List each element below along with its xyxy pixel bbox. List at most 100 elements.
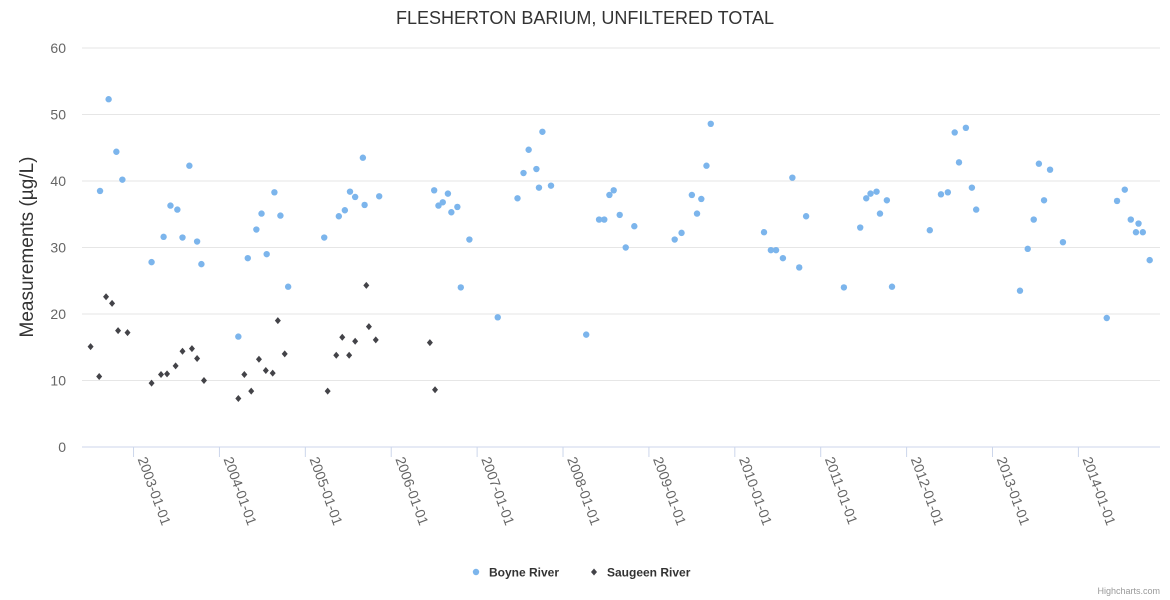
data-point[interactable] — [1146, 256, 1153, 264]
data-point[interactable] — [148, 258, 155, 266]
data-point[interactable] — [583, 331, 590, 338]
data-point[interactable] — [466, 236, 473, 243]
data-point[interactable] — [1121, 186, 1128, 193]
data-point[interactable] — [321, 234, 328, 241]
data-point[interactable] — [109, 299, 116, 307]
data-point[interactable] — [693, 210, 701, 217]
data-point[interactable] — [1035, 160, 1043, 167]
data-point[interactable] — [346, 351, 353, 359]
data-point[interactable] — [167, 202, 174, 209]
data-point[interactable] — [767, 246, 775, 254]
data-point[interactable] — [840, 284, 848, 291]
data-point[interactable] — [595, 216, 603, 223]
data-point[interactable] — [772, 246, 780, 254]
data-point[interactable] — [333, 351, 340, 359]
data-point[interactable] — [616, 211, 623, 219]
data-point[interactable] — [535, 184, 543, 191]
data-point[interactable] — [444, 190, 452, 197]
data-point[interactable] — [606, 191, 613, 199]
data-point[interactable] — [335, 213, 343, 220]
data-point[interactable] — [494, 314, 501, 321]
data-point[interactable] — [174, 206, 181, 213]
data-point[interactable] — [631, 223, 638, 230]
data-point[interactable] — [926, 227, 933, 234]
data-point[interactable] — [341, 207, 349, 214]
data-point[interactable] — [1113, 197, 1121, 205]
data-point[interactable] — [937, 191, 945, 198]
data-point[interactable] — [359, 154, 367, 161]
data-point[interactable] — [955, 159, 963, 166]
data-point[interactable] — [1030, 216, 1037, 223]
data-point[interactable] — [148, 379, 155, 387]
data-point[interactable] — [352, 337, 359, 345]
data-point[interactable] — [1016, 287, 1024, 294]
credits-link[interactable]: Highcharts.com — [1097, 586, 1160, 596]
data-point[interactable] — [457, 284, 465, 291]
data-point[interactable] — [351, 193, 359, 201]
legend-label[interactable]: Saugeen River — [607, 566, 691, 580]
data-point[interactable] — [365, 323, 372, 331]
data-point[interactable] — [873, 188, 880, 195]
data-point[interactable] — [698, 195, 705, 203]
data-point[interactable] — [888, 283, 896, 290]
data-point[interactable] — [269, 369, 276, 377]
data-point[interactable] — [857, 224, 864, 231]
data-point[interactable] — [271, 189, 278, 196]
data-point[interactable] — [284, 283, 292, 290]
data-point[interactable] — [533, 165, 540, 173]
data-point[interactable] — [105, 96, 112, 103]
data-point[interactable] — [113, 148, 120, 155]
data-point[interactable] — [1059, 238, 1067, 246]
data-point[interactable] — [1024, 245, 1031, 253]
data-point[interactable] — [678, 229, 685, 237]
data-point[interactable] — [194, 355, 201, 363]
data-point[interactable] — [867, 190, 874, 197]
data-point[interactable] — [188, 345, 195, 353]
data-point[interactable] — [281, 350, 288, 358]
data-point[interactable] — [430, 187, 438, 194]
data-point[interactable] — [193, 238, 201, 245]
data-point[interactable] — [179, 347, 186, 355]
data-point[interactable] — [372, 336, 379, 344]
data-point[interactable] — [235, 394, 242, 402]
data-point[interactable] — [525, 146, 532, 153]
data-point[interactable] — [274, 317, 281, 325]
data-point[interactable] — [1139, 229, 1147, 236]
data-point[interactable] — [876, 210, 884, 217]
data-point[interactable] — [339, 333, 346, 341]
data-point[interactable] — [235, 333, 242, 340]
data-point[interactable] — [277, 212, 284, 219]
legend-item-boyne-river[interactable]: Boyne River — [472, 566, 560, 580]
data-point[interactable] — [1127, 216, 1134, 223]
data-point[interactable] — [87, 343, 94, 351]
data-point[interactable] — [361, 201, 368, 209]
data-point[interactable] — [802, 213, 810, 220]
data-point[interactable] — [172, 362, 179, 370]
data-point[interactable] — [703, 162, 710, 169]
data-point[interactable] — [253, 226, 260, 233]
data-point[interactable] — [164, 370, 171, 378]
data-point[interactable] — [539, 128, 546, 135]
data-point[interactable] — [1046, 166, 1054, 173]
data-point[interactable] — [610, 187, 617, 194]
data-point[interactable] — [241, 371, 248, 379]
data-point[interactable] — [96, 373, 103, 381]
data-point[interactable] — [426, 339, 433, 347]
legend-label[interactable]: Boyne River — [489, 566, 559, 580]
data-point[interactable] — [601, 216, 608, 223]
data-point[interactable] — [96, 187, 104, 195]
data-point[interactable] — [324, 387, 331, 395]
data-point[interactable] — [1040, 197, 1048, 204]
data-point[interactable] — [863, 195, 870, 202]
data-point[interactable] — [547, 182, 555, 189]
data-point[interactable] — [200, 377, 207, 384]
data-point[interactable] — [962, 124, 970, 131]
data-point[interactable] — [454, 203, 461, 211]
data-point[interactable] — [1135, 220, 1142, 227]
data-point[interactable] — [363, 281, 370, 289]
data-point[interactable] — [1132, 229, 1140, 236]
data-point[interactable] — [622, 244, 629, 251]
data-point[interactable] — [186, 162, 193, 169]
data-point[interactable] — [1103, 314, 1110, 322]
data-point[interactable] — [796, 264, 803, 271]
